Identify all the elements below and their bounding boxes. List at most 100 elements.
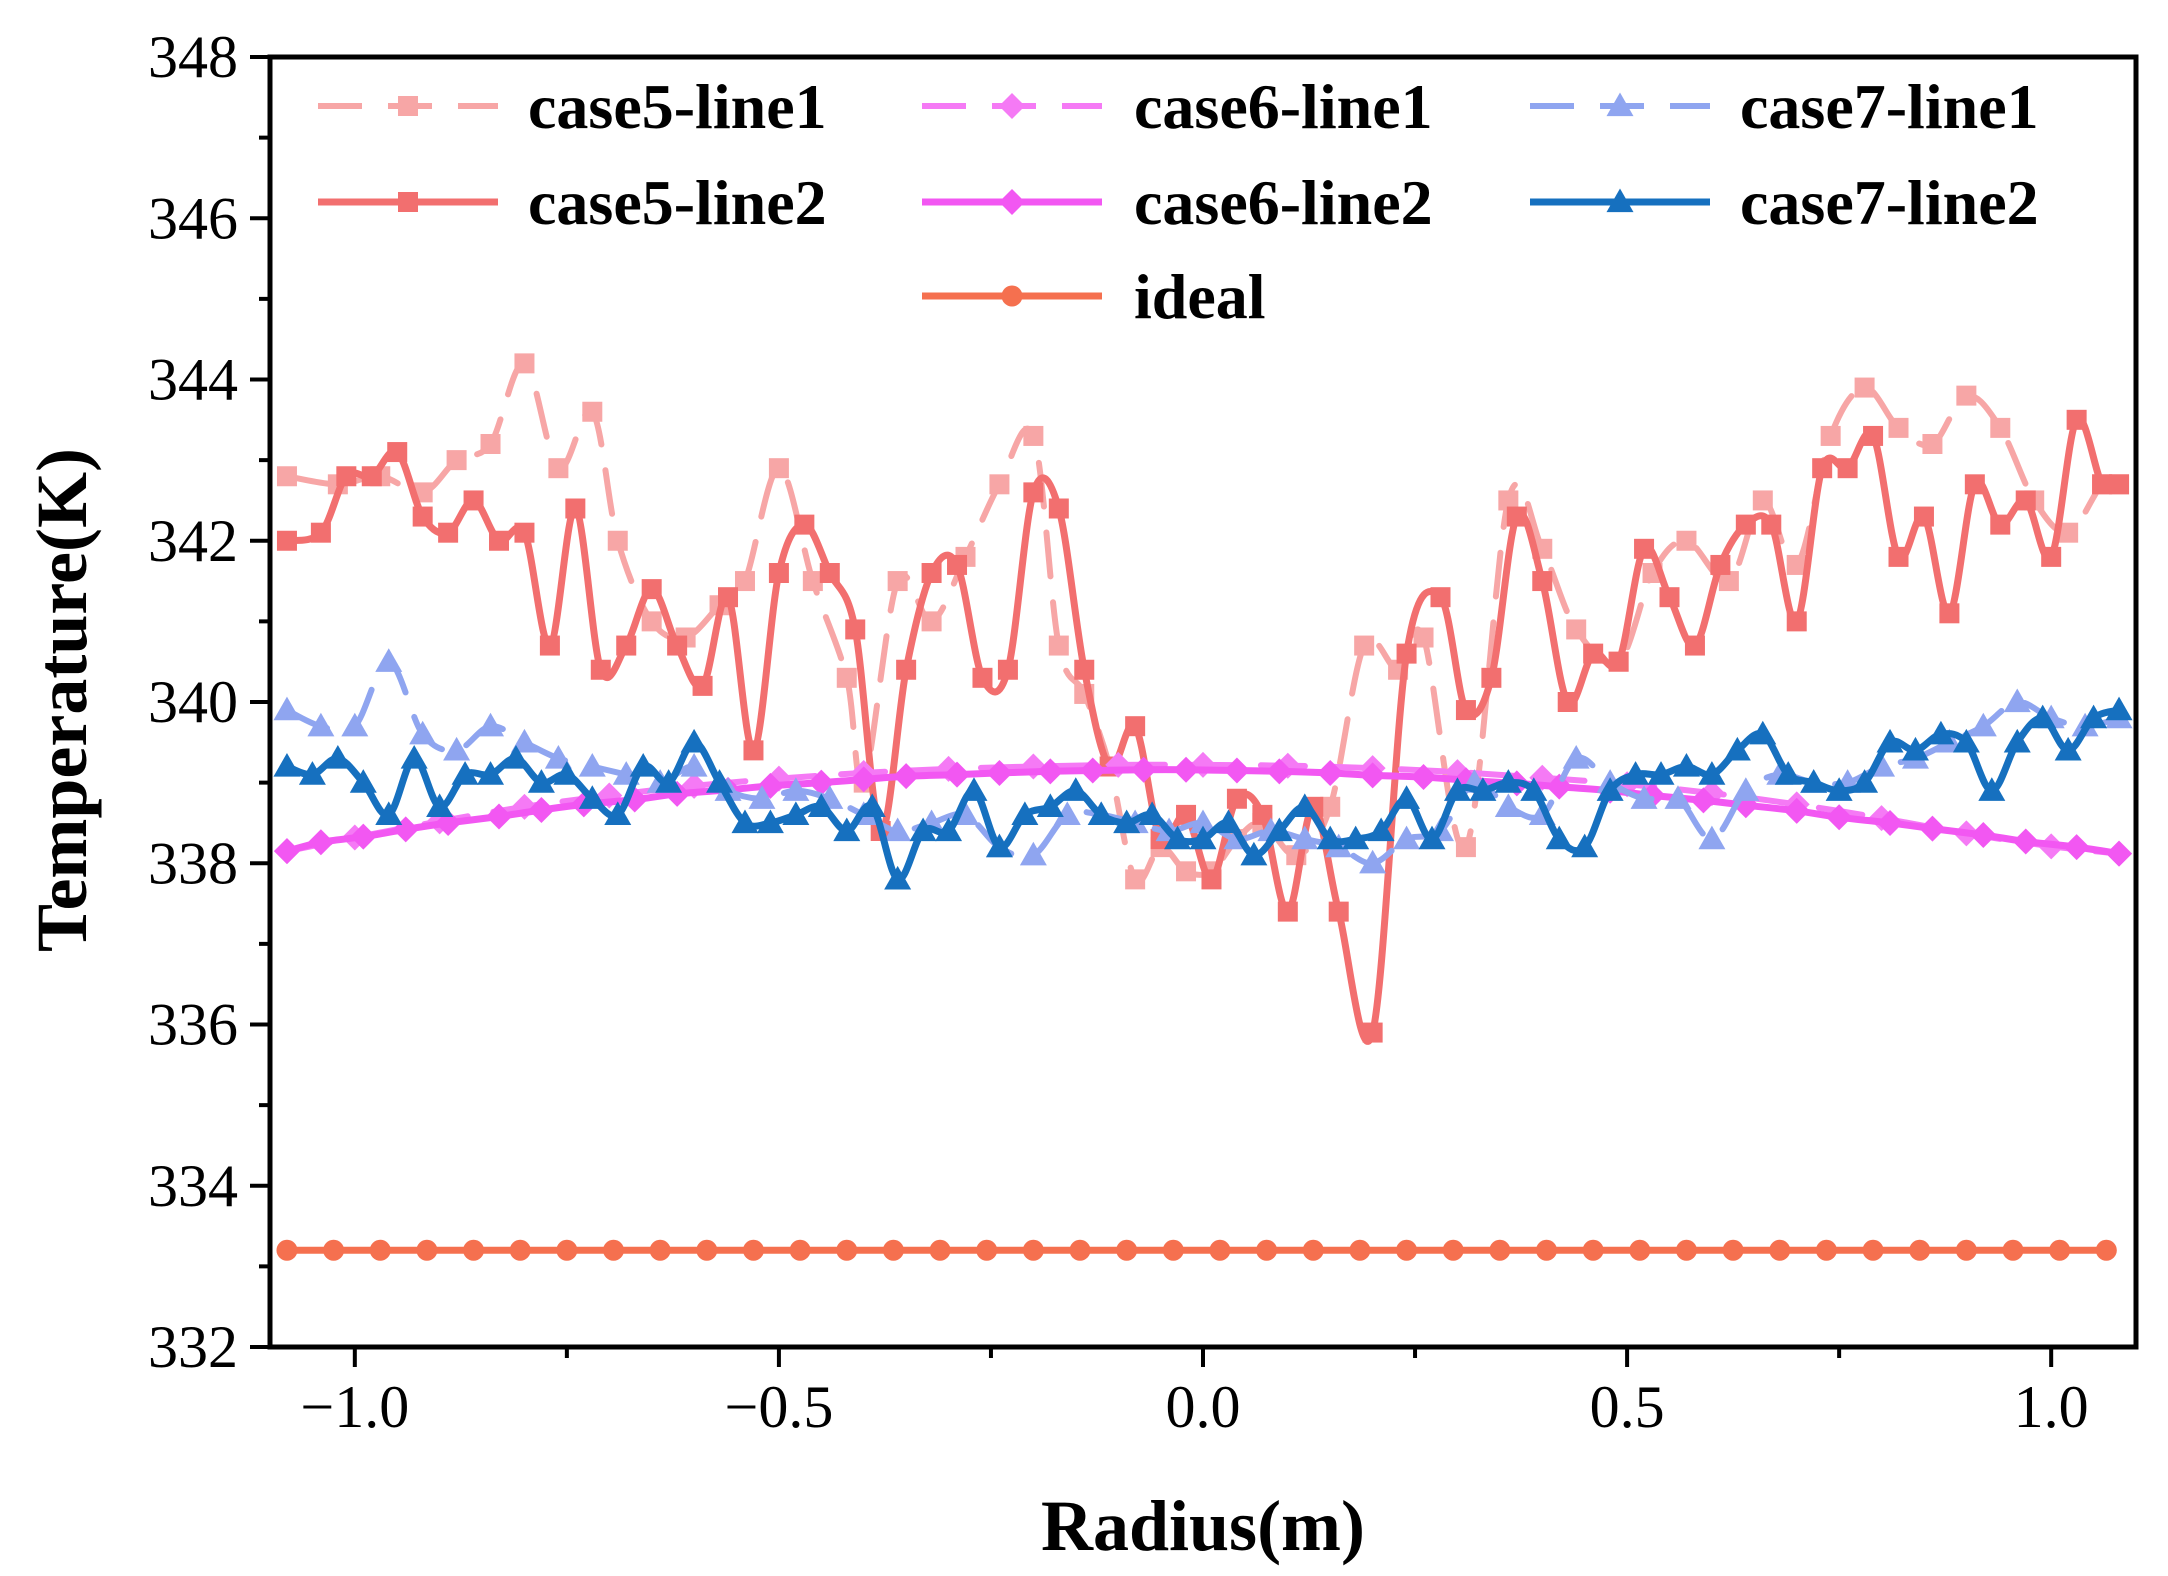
data-point-case5-line1 [989, 474, 1010, 495]
data-point-ideal [836, 1239, 858, 1261]
data-point-case5-line2 [997, 659, 1018, 680]
data-point-case5-line2 [718, 587, 739, 608]
data-point-case5-line1 [1320, 796, 1341, 817]
data-point-case7-line2 [1723, 736, 1751, 761]
legend-entry-case5-line2: case5-line2 [318, 167, 827, 238]
data-point-case7-line1 [884, 817, 912, 842]
data-point-case5-line1 [1455, 837, 1476, 858]
data-point-case7-line1 [1359, 849, 1387, 874]
data-point-case5-line1 [1354, 635, 1375, 656]
data-point-case6-line2 [1037, 758, 1064, 785]
legend-entry-ideal: ideal [922, 261, 1266, 332]
data-point-case7-line1 [341, 712, 369, 737]
data-point-ideal [789, 1239, 811, 1261]
data-point-case7-line2 [1901, 736, 1929, 761]
data-point-ideal [369, 1239, 391, 1261]
data-point-case5-line2 [819, 563, 840, 583]
data-point-case7-line1 [1189, 809, 1217, 834]
data-point-case5-line1 [887, 571, 908, 592]
data-point-case5-line2 [1786, 611, 1807, 632]
data-point-ideal [556, 1239, 578, 1261]
data-point-case7-line2 [1164, 825, 1192, 850]
data-point-case7-line1 [680, 753, 708, 777]
data-point-case5-line2 [947, 554, 968, 575]
data-point-case7-line2 [756, 809, 784, 834]
data-point-case5-line2 [1023, 482, 1044, 503]
data-point-case6-line2 [986, 759, 1013, 786]
data-point-case7-line2 [1774, 761, 1802, 785]
data-point-case5-line2 [1532, 571, 1553, 592]
data-point-case5-line2 [1634, 538, 1655, 559]
data-point-case7-line2 [1978, 777, 2006, 801]
legend-marker-ideal [1001, 285, 1023, 307]
legend: case5-line1 case6-line1 case7-line1 case5-l… [318, 71, 2039, 332]
data-point-case7-line1 [273, 696, 301, 721]
data-point-case7-line2 [1011, 801, 1039, 825]
data-point-case7-line2 [1520, 777, 1548, 801]
data-point-case5-line2 [1888, 546, 1909, 567]
data-point-case5-line1 [1990, 417, 2011, 438]
data-point-case7-line1 [409, 720, 437, 745]
x-tick-label: 0.5 [1590, 1374, 1665, 1440]
data-point-case7-line2 [629, 753, 657, 777]
data-point-case7-line1 [544, 744, 572, 769]
data-point-case7-line2 [1749, 720, 1777, 745]
data-point-case7-line1 [1291, 825, 1319, 850]
series-case7-line1 [273, 648, 2133, 874]
data-point-ideal [1769, 1239, 1791, 1261]
data-point-ideal [603, 1239, 625, 1261]
x-tick-label: 1.0 [2014, 1374, 2089, 1440]
series-case7-line2 [273, 696, 2133, 890]
data-point-case7-line1 [1698, 825, 1726, 850]
data-point-case7-line2 [833, 817, 861, 842]
data-point-case5-line2 [1506, 506, 1527, 527]
y-tick-label: 338 [148, 830, 238, 896]
data-point-case6-line2 [1877, 809, 1904, 836]
data-point-case6-line2 [1173, 756, 1200, 783]
data-point-case7-line2 [2054, 736, 2082, 761]
data-point-case5-line2 [641, 579, 662, 600]
data-point-case5-line2 [1659, 587, 1680, 608]
legend-entry-case7-line1: case7-line1 [1530, 71, 2039, 142]
data-point-case6-line2 [944, 761, 971, 788]
data-point-ideal [1396, 1239, 1418, 1261]
data-point-case7-line2 [1952, 728, 1980, 753]
data-point-case6-line2 [1410, 763, 1437, 790]
data-point-case5-line2 [1735, 514, 1756, 535]
data-point-case5-line1 [1566, 619, 1587, 640]
legend-label-case5-line1: case5-line1 [528, 71, 827, 142]
data-point-ideal [509, 1239, 531, 1261]
data-point-case5-line2 [387, 442, 408, 463]
data-point-case5-line2 [1226, 788, 1247, 809]
data-point-case5-line1 [1786, 554, 1807, 575]
legend-label-case5-line2: case5-line2 [528, 167, 827, 238]
data-point-case7-line1 [477, 712, 505, 737]
data-point-case6-line2 [1826, 804, 1853, 831]
data-point-case6-line2 [2012, 828, 2039, 855]
data-point-case7-line2 [477, 761, 505, 785]
data-point-ideal [1629, 1239, 1651, 1261]
data-point-case5-line1 [2058, 522, 2079, 543]
data-point-case5-line2 [1583, 643, 1604, 664]
legend-label-case7-line1: case7-line1 [1740, 71, 2039, 142]
data-point-case5-line1 [1676, 530, 1697, 551]
data-point-case7-line2 [1138, 801, 1166, 825]
data-point-case5-line1 [1820, 425, 1841, 446]
data-point-case5-line2 [1430, 587, 1451, 608]
data-point-case7-line2 [527, 769, 555, 793]
data-point-case7-line1 [748, 785, 776, 809]
data-point-case6-line2 [850, 766, 877, 793]
data-point-ideal [463, 1239, 485, 1261]
data-point-case5-line2 [539, 635, 560, 656]
data-point-case7-line2 [2003, 728, 2031, 753]
y-tick-label: 332 [148, 1314, 238, 1380]
data-point-ideal [1209, 1239, 1231, 1261]
data-point-case6-line2 [1130, 756, 1157, 783]
data-point-ideal [882, 1239, 904, 1261]
legend-marker-case6-line1 [999, 93, 1025, 119]
data-point-case6-line2 [1919, 815, 1946, 842]
data-point-case6-line2 [1317, 759, 1344, 786]
legend-entry-case6-line2: case6-line2 [922, 167, 1433, 238]
data-point-case7-line2 [1291, 793, 1319, 817]
data-point-ideal [1302, 1239, 1324, 1261]
